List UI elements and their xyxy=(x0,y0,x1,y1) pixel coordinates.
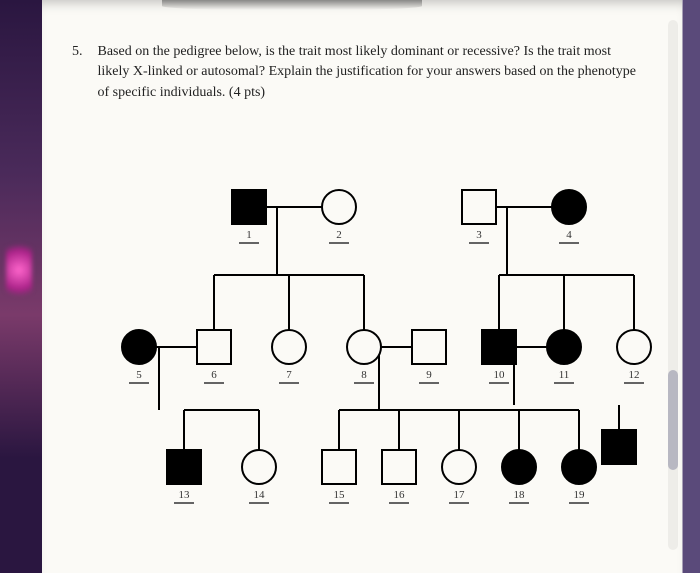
pedigree-svg: 12345678910111213141516171819 xyxy=(92,160,652,520)
svg-text:14: 14 xyxy=(254,489,266,501)
svg-text:1: 1 xyxy=(246,229,252,241)
svg-text:19: 19 xyxy=(574,489,586,501)
question-text: Based on the pedigree below, is the trai… xyxy=(98,42,638,103)
svg-text:9: 9 xyxy=(426,369,432,381)
scrollbar-thumb[interactable] xyxy=(668,370,678,470)
page-shadow xyxy=(162,0,422,10)
document-page: 5. Based on the pedigree below, is the t… xyxy=(42,0,682,573)
svg-text:13: 13 xyxy=(179,489,191,501)
question-number: 5. xyxy=(72,42,94,62)
svg-text:4: 4 xyxy=(566,229,572,241)
svg-text:3: 3 xyxy=(476,229,482,241)
svg-text:7: 7 xyxy=(286,369,292,381)
pedigree-chart: 12345678910111213141516171819 xyxy=(92,160,652,520)
svg-text:17: 17 xyxy=(454,489,466,501)
svg-text:12: 12 xyxy=(629,369,640,381)
svg-text:8: 8 xyxy=(361,369,367,381)
svg-text:11: 11 xyxy=(559,369,570,381)
question-block: 5. Based on the pedigree below, is the t… xyxy=(72,42,642,103)
svg-text:10: 10 xyxy=(494,369,506,381)
svg-text:5: 5 xyxy=(136,369,142,381)
svg-text:16: 16 xyxy=(394,489,406,501)
photo-edge-left xyxy=(0,0,42,573)
scrollbar-track[interactable] xyxy=(668,20,678,550)
svg-text:15: 15 xyxy=(334,489,346,501)
svg-text:6: 6 xyxy=(211,369,217,381)
svg-text:2: 2 xyxy=(336,229,342,241)
svg-text:18: 18 xyxy=(514,489,526,501)
